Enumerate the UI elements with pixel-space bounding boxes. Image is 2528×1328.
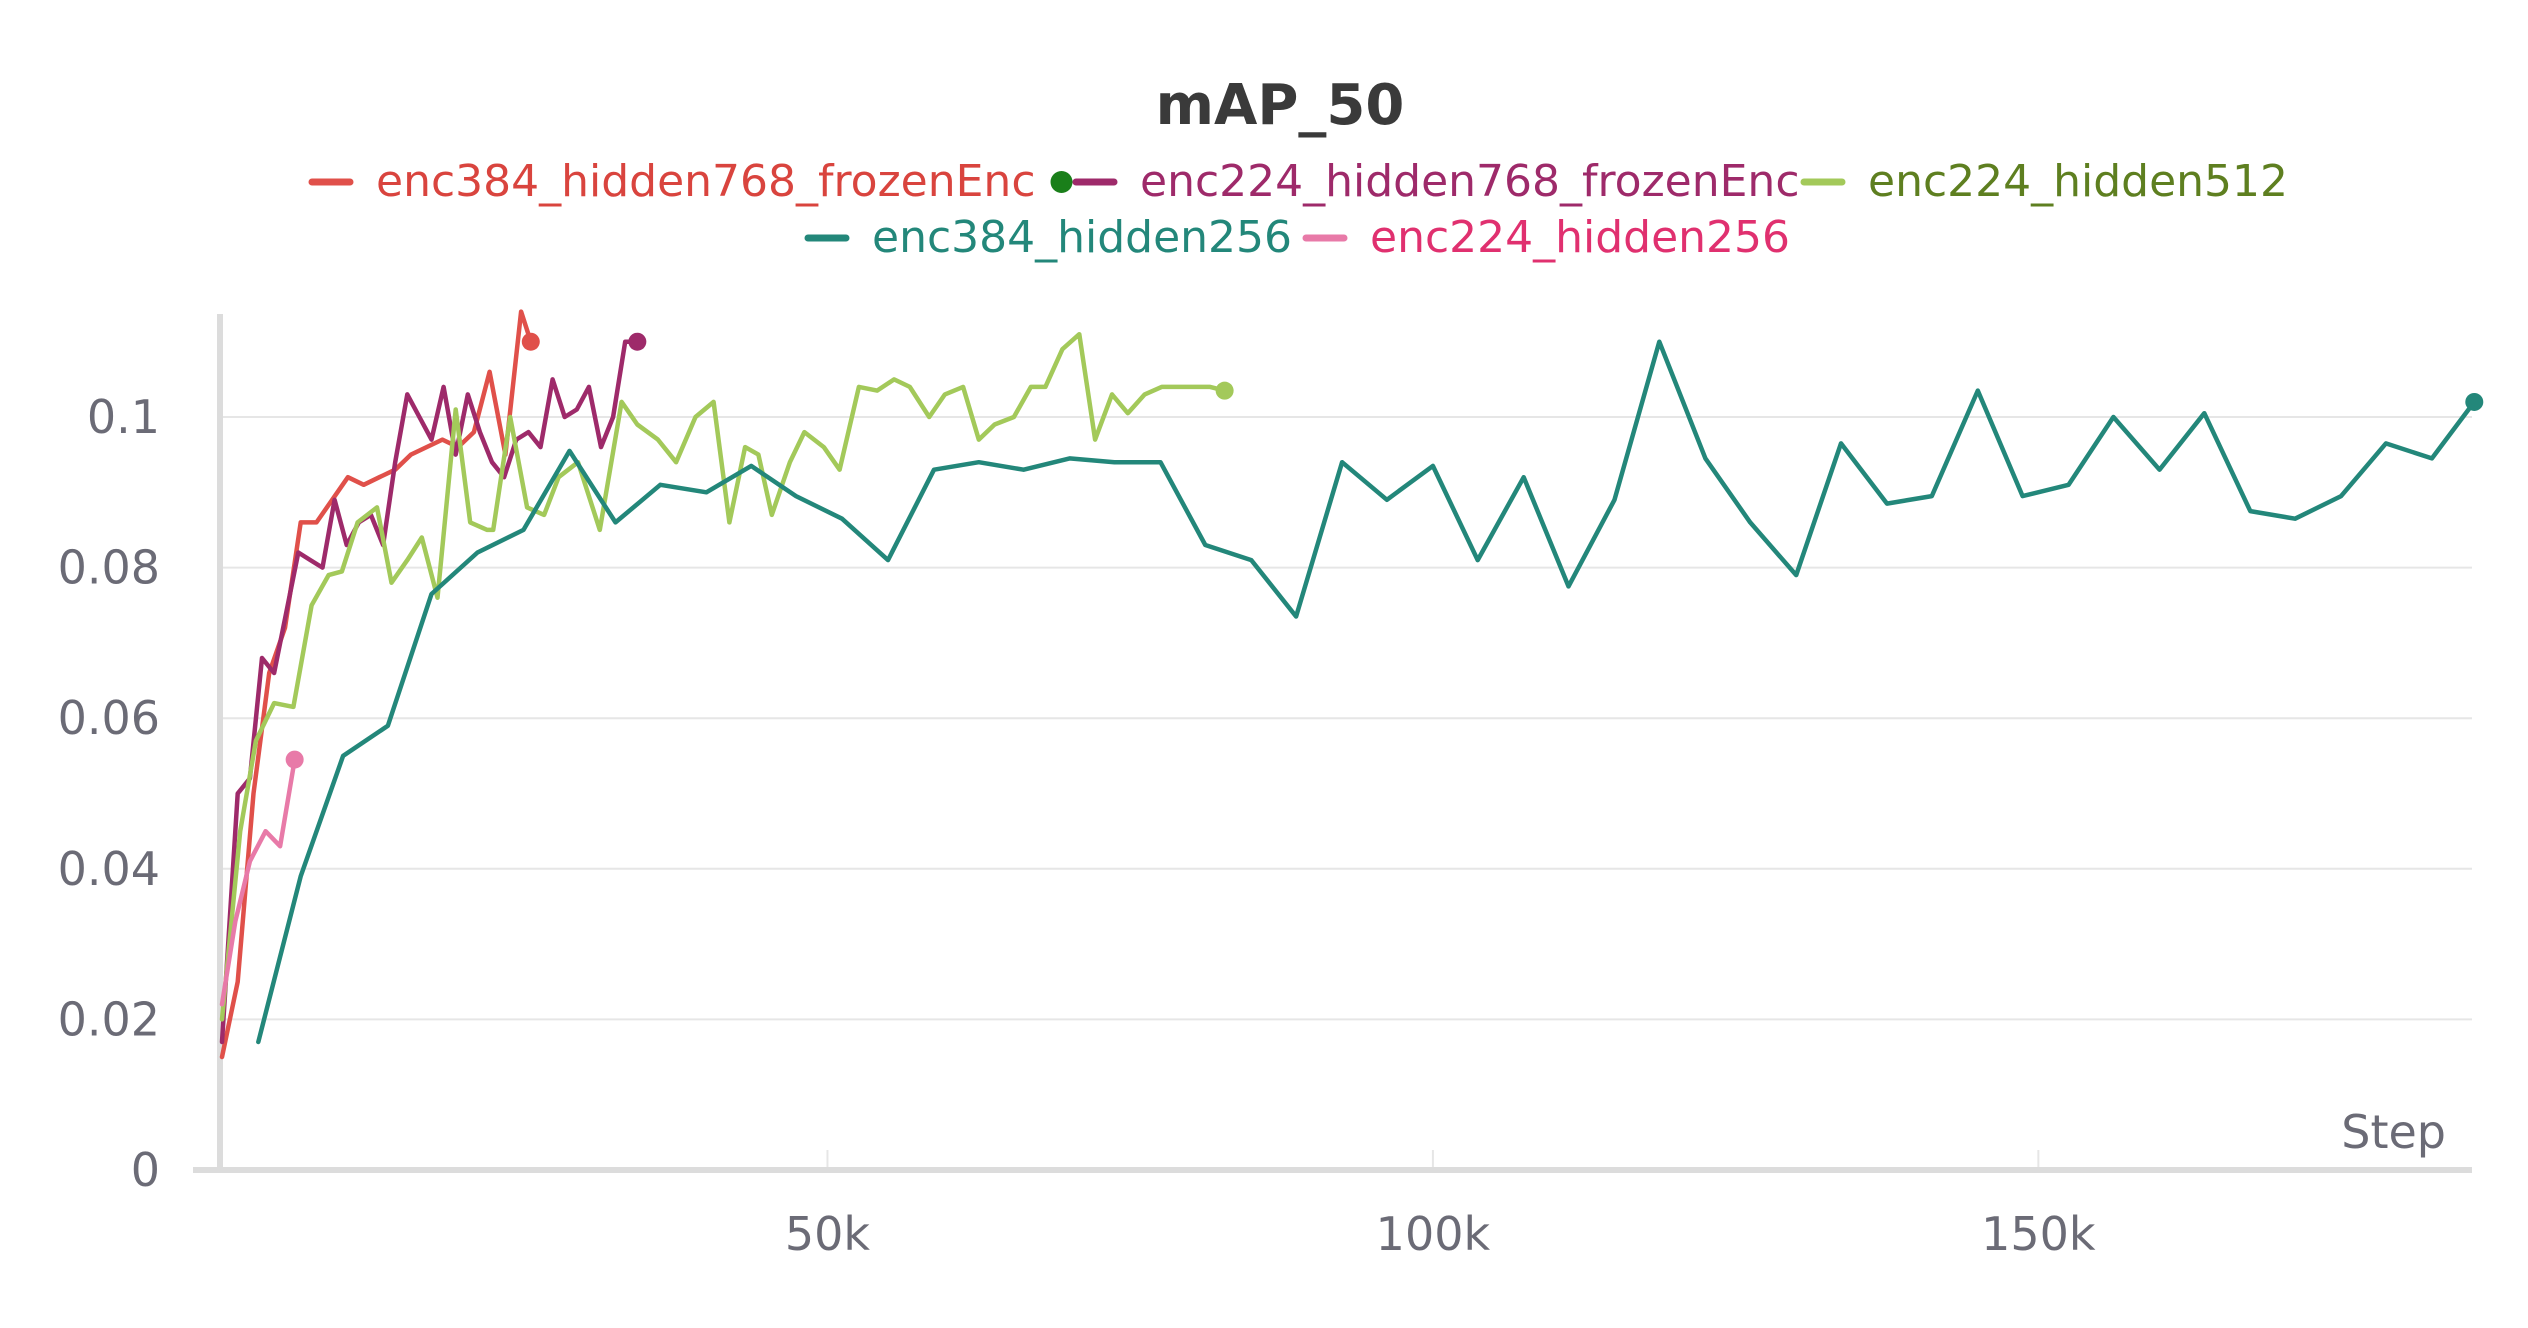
chart-title: mAP_50 — [1156, 73, 1405, 138]
series-line-enc224_hidden512 — [219, 331, 1227, 1022]
legend: enc384_hidden768_frozenEnc enc224_hidden7… — [308, 156, 2288, 263]
y-tick-labels: 0 0.02 0.04 0.06 0.08 0.1 — [58, 390, 160, 1197]
y-tick-label: 0.02 — [58, 992, 160, 1046]
y-tick-label: 0.1 — [87, 390, 160, 444]
legend-label: enc384_hidden256 — [872, 212, 1292, 263]
series-end-marker — [2465, 392, 2484, 411]
legend-item[interactable]: enc384_hidden256 — [804, 212, 1292, 263]
y-tick-label: 0.04 — [58, 842, 160, 896]
y-tick-label: 0.06 — [58, 691, 160, 745]
y-tick-label: 0 — [131, 1143, 160, 1197]
y-tick-label: 0.08 — [58, 541, 160, 595]
series-end-marker — [285, 750, 304, 769]
series-line-enc224_hidden768_frozenEnc — [219, 339, 640, 1045]
series-lines — [219, 309, 2484, 1060]
x-tick-labels: 50k 100k 150k — [785, 1207, 2096, 1261]
legend-label: enc224_hidden768_frozenEnc — [1140, 156, 1800, 207]
series-end-marker — [628, 332, 647, 351]
legend-item[interactable]: enc224_hidden768_frozenEnc — [1072, 156, 1800, 207]
series-line-enc384_hidden768_frozenEnc — [219, 309, 534, 1060]
x-tick-label: 150k — [1981, 1207, 2096, 1261]
series-line-enc384_hidden256 — [256, 339, 2477, 1045]
x-tick-label: 100k — [1376, 1207, 1491, 1261]
legend-item[interactable]: enc224_hidden512 — [1800, 156, 2288, 207]
legend-marker-dot — [1050, 171, 1073, 193]
legend-label: enc384_hidden768_frozenEnc — [376, 156, 1036, 207]
x-tick-label: 50k — [785, 1207, 871, 1261]
legend-label: enc224_hidden256 — [1370, 212, 1790, 263]
series-line-enc224_hidden256 — [219, 757, 297, 1007]
gridlines — [222, 416, 2472, 1170]
legend-item[interactable]: enc384_hidden768_frozenEnc — [308, 156, 1073, 207]
series-end-marker — [521, 332, 540, 351]
series-end-marker — [1215, 381, 1234, 400]
legend-label: enc224_hidden512 — [1868, 156, 2288, 207]
legend-item[interactable]: enc224_hidden256 — [1302, 212, 1790, 263]
x-axis-label: Step — [2341, 1105, 2446, 1159]
